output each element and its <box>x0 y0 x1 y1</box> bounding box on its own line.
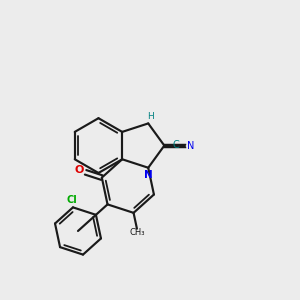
Text: C: C <box>172 140 179 150</box>
Text: O: O <box>75 165 84 175</box>
Text: N: N <box>187 141 194 151</box>
Text: H: H <box>147 112 154 121</box>
Text: N: N <box>144 170 153 180</box>
Text: Cl: Cl <box>66 195 77 205</box>
Text: CH₃: CH₃ <box>130 228 146 237</box>
